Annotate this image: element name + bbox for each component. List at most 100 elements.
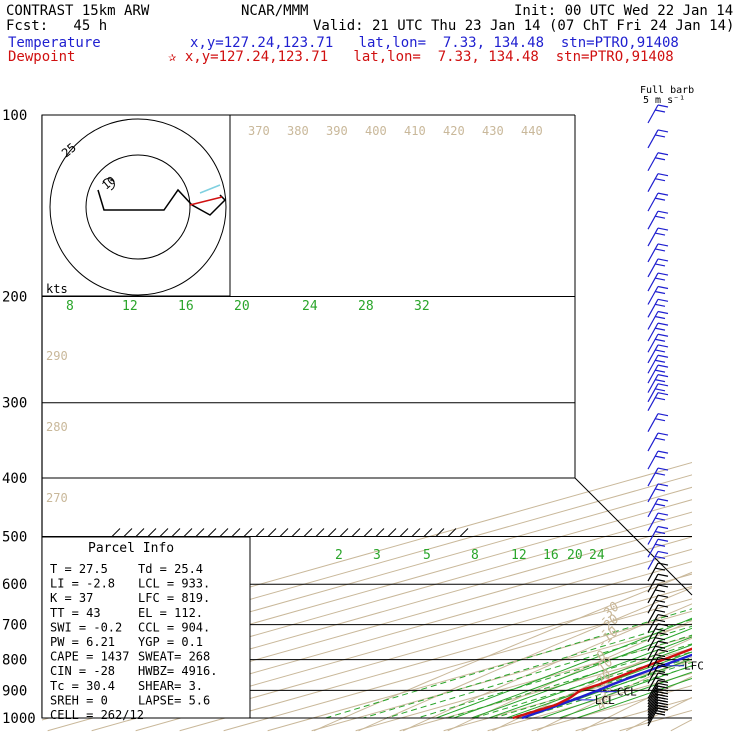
- wind-barb: [647, 623, 669, 643]
- hatch-mark: [183, 528, 193, 537]
- wind-barb: [647, 364, 669, 384]
- wind-barb-flag: [657, 538, 669, 542]
- wind-barb-flag: [657, 467, 669, 471]
- isotherm-line: [179, 585, 692, 732]
- pressure-label: 400: [2, 471, 27, 487]
- moist-adiabat-line: [541, 665, 692, 719]
- wind-barb: [647, 584, 669, 604]
- wind-barb-flag: [657, 691, 669, 695]
- pressure-label: 500: [2, 529, 27, 545]
- wind-barb-flag: [654, 555, 666, 560]
- wind-barb: [647, 483, 669, 503]
- wind-barb: [647, 173, 669, 192]
- wind-barb-flag: [654, 472, 666, 476]
- hatch-mark: [279, 528, 289, 537]
- level-annotation-lfc: LFC: [684, 660, 704, 673]
- wind-barb-flag: [654, 455, 666, 459]
- theta-label: 370: [248, 124, 270, 138]
- wind-barb-flag: [654, 263, 666, 267]
- wind-barb-flag: [654, 488, 666, 492]
- hatch-mark: [171, 528, 181, 537]
- wind-barb: [647, 657, 669, 676]
- wind-barb-staff: [647, 665, 659, 684]
- wind-barb-flag: [657, 632, 669, 636]
- hodograph-unit-label: kts: [46, 282, 68, 296]
- hodograph-frame: [41, 114, 231, 297]
- wind-barb-flag: [654, 712, 666, 716]
- wind-barb-flag: [657, 354, 669, 358]
- wind-barb: [647, 354, 669, 374]
- hatch-mark: [423, 528, 433, 537]
- isotherm-line: [135, 573, 692, 732]
- wind-barb: [647, 573, 669, 593]
- wind-barb-flag: [654, 609, 666, 613]
- dry-adiabat-line: [313, 571, 692, 732]
- hodograph-storm-vector: [189, 196, 223, 206]
- wind-barb-flag: [657, 258, 669, 262]
- temperature-profile: [521, 653, 692, 720]
- theta-label: 430: [482, 124, 504, 138]
- hatch-mark: [447, 528, 457, 537]
- wind-barb-flag: [654, 388, 666, 392]
- hatch-mark: [219, 528, 229, 537]
- wind-barb-flag: [654, 517, 666, 521]
- wind-barb: [647, 298, 669, 318]
- wind-barb: [647, 467, 669, 487]
- wind-barb-staff: [647, 649, 659, 668]
- wind-barb-flag: [657, 604, 669, 608]
- mixing-ratio-label: 8: [471, 548, 479, 563]
- wind-barb-flag: [657, 173, 669, 177]
- wind-barb-staff: [647, 688, 659, 708]
- mixing-ratio-line: [493, 657, 692, 719]
- wind-barb-flag: [654, 290, 666, 295]
- wind-barb: [647, 227, 669, 247]
- wind-barb-staff: [647, 702, 659, 722]
- mixing-ratio-line: [363, 619, 692, 719]
- wind-barb-flag: [657, 693, 669, 698]
- theta-label: 400: [365, 124, 387, 138]
- wind-barb: [647, 392, 669, 411]
- pressure-label: 100: [2, 108, 27, 124]
- wind-barb: [647, 614, 669, 633]
- wind-barb-flag: [657, 614, 669, 618]
- wind-barb-flag: [654, 277, 666, 281]
- hatch-mark: [375, 528, 385, 537]
- moist-adiabat-line: [453, 627, 692, 719]
- moist-adiabat-line: [488, 644, 692, 719]
- wind-barb-flag: [657, 285, 669, 290]
- wind-barb-staff: [647, 538, 659, 558]
- wind-barb-flag: [657, 272, 669, 276]
- wind-barb-staff: [647, 614, 659, 633]
- mixing-ratio-label: 24: [302, 299, 318, 314]
- mixing-ratio-label: 12: [511, 548, 527, 563]
- wind-barb-staff: [647, 392, 659, 411]
- parcel-row-right: Td = 25.4: [138, 562, 203, 576]
- parcel-row-right: YGP = 0.1: [138, 635, 203, 649]
- mixing-ratio-label: 2: [335, 548, 343, 563]
- wind-barb-staff: [647, 227, 659, 247]
- hatch-mark: [411, 528, 421, 537]
- wind-barb: [647, 604, 669, 624]
- wind-barb-staff: [647, 432, 659, 452]
- wind-barb-flag: [657, 322, 669, 326]
- wind-barb-flag: [654, 349, 666, 353]
- wind-barb: [647, 192, 669, 212]
- pressure-label: 1000: [2, 711, 36, 727]
- parcel-row-left: LI = -2.8: [50, 577, 115, 591]
- wind-barb-flag: [657, 702, 669, 706]
- dewpoint-legend-info: ✰ x,y=127.24,123.71 lat,lon= 7.33, 134.4…: [168, 49, 674, 65]
- wind-barb: [647, 258, 669, 278]
- wind-barb-staff: [647, 467, 659, 487]
- wind-barb-staff: [647, 192, 659, 212]
- moist-adiabat-line: [559, 671, 692, 719]
- mixing-ratio-line: [386, 625, 692, 719]
- wind-barb-staff: [647, 173, 659, 192]
- wind-barb-flag: [654, 248, 666, 252]
- parcel-row-right: LFC = 819.: [138, 591, 210, 605]
- hatch-mark: [339, 528, 349, 537]
- hatch-mark: [363, 528, 373, 537]
- mixing-ratio-label: 12: [122, 299, 138, 314]
- wind-barb-staff: [647, 562, 659, 582]
- mixing-ratio-label: 5: [423, 548, 431, 563]
